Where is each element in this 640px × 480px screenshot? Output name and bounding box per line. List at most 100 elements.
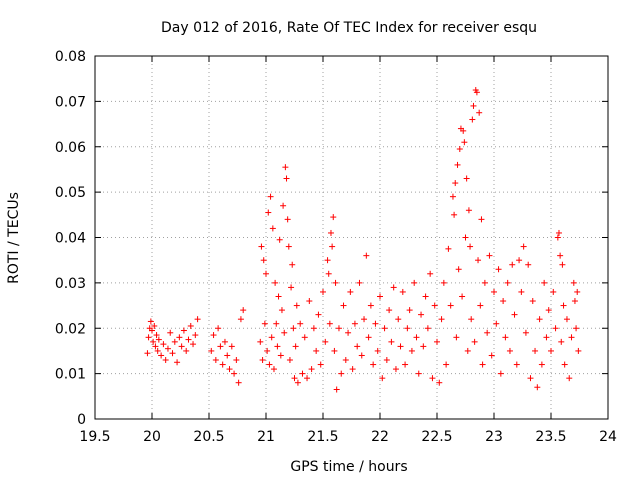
data-point bbox=[174, 359, 181, 366]
data-point bbox=[281, 329, 288, 336]
data-point bbox=[484, 329, 491, 336]
x-tick-label: 20.5 bbox=[193, 429, 224, 445]
data-point bbox=[192, 332, 199, 339]
data-point bbox=[145, 334, 152, 341]
data-point bbox=[290, 325, 297, 332]
data-point bbox=[171, 338, 178, 345]
data-point bbox=[509, 261, 516, 268]
data-point bbox=[322, 338, 329, 345]
y-tick-label: 0.08 bbox=[55, 49, 86, 65]
data-point bbox=[306, 298, 313, 305]
data-point bbox=[187, 322, 194, 329]
data-point bbox=[340, 302, 347, 309]
data-point bbox=[561, 361, 568, 368]
data-point bbox=[217, 343, 224, 350]
data-point bbox=[481, 279, 488, 286]
data-point bbox=[473, 89, 480, 96]
data-point bbox=[210, 332, 217, 339]
data-point bbox=[219, 361, 226, 368]
data-point bbox=[404, 325, 411, 332]
data-point bbox=[308, 366, 315, 373]
data-point bbox=[266, 361, 273, 368]
x-tick-label: 22.5 bbox=[421, 429, 452, 445]
data-point bbox=[559, 261, 566, 268]
data-point bbox=[574, 288, 581, 295]
data-point bbox=[326, 320, 333, 327]
data-point bbox=[289, 261, 296, 268]
data-point bbox=[541, 279, 548, 286]
data-point bbox=[447, 302, 454, 309]
data-point bbox=[152, 343, 159, 350]
data-point bbox=[534, 384, 541, 391]
data-point bbox=[552, 325, 559, 332]
data-point bbox=[324, 257, 331, 264]
data-point bbox=[154, 347, 161, 354]
data-point bbox=[497, 370, 504, 377]
data-point bbox=[257, 338, 264, 345]
data-point bbox=[558, 338, 565, 345]
data-point bbox=[477, 302, 484, 309]
data-point bbox=[259, 357, 266, 364]
x-tick-label: 22 bbox=[371, 429, 389, 445]
data-point bbox=[310, 325, 317, 332]
data-point bbox=[228, 343, 235, 350]
data-point bbox=[459, 293, 466, 300]
data-point bbox=[455, 266, 462, 273]
data-point bbox=[570, 279, 577, 286]
y-tick-label: 0.06 bbox=[55, 140, 86, 156]
data-point bbox=[269, 225, 276, 232]
data-point bbox=[317, 361, 324, 368]
data-point bbox=[301, 334, 308, 341]
data-point bbox=[476, 109, 483, 116]
data-point bbox=[356, 279, 363, 286]
data-point bbox=[527, 375, 534, 382]
data-point bbox=[208, 347, 215, 354]
data-point bbox=[415, 370, 422, 377]
data-point bbox=[443, 361, 450, 368]
x-tick-label: 24 bbox=[599, 429, 617, 445]
data-point bbox=[363, 252, 370, 259]
data-point bbox=[392, 366, 399, 373]
data-point bbox=[462, 234, 469, 241]
data-point bbox=[390, 284, 397, 291]
data-point bbox=[331, 347, 338, 354]
data-point bbox=[299, 370, 306, 377]
data-point bbox=[386, 307, 393, 314]
data-point bbox=[529, 298, 536, 305]
data-point bbox=[381, 325, 388, 332]
data-point bbox=[438, 316, 445, 323]
data-point bbox=[215, 325, 222, 332]
x-tick-label: 23.5 bbox=[535, 429, 566, 445]
data-point bbox=[383, 357, 390, 364]
data-point bbox=[411, 279, 418, 286]
data-point bbox=[264, 347, 271, 354]
data-point bbox=[520, 243, 527, 250]
data-point bbox=[235, 379, 242, 386]
data-point bbox=[422, 293, 429, 300]
x-tick-label: 20 bbox=[143, 429, 161, 445]
data-point bbox=[293, 302, 300, 309]
x-tick-label: 23 bbox=[485, 429, 503, 445]
data-point bbox=[406, 307, 413, 314]
axis-ticks bbox=[94, 55, 609, 420]
data-point bbox=[183, 347, 190, 354]
data-point bbox=[190, 341, 197, 348]
data-point bbox=[283, 175, 290, 182]
data-point bbox=[361, 316, 368, 323]
data-point bbox=[167, 329, 174, 336]
data-point bbox=[268, 334, 275, 341]
data-point bbox=[471, 338, 478, 345]
data-point bbox=[453, 334, 460, 341]
data-point bbox=[282, 164, 289, 171]
data-point bbox=[176, 334, 183, 341]
data-point bbox=[292, 343, 299, 350]
data-point bbox=[500, 298, 507, 305]
data-point bbox=[408, 347, 415, 354]
data-point bbox=[538, 361, 545, 368]
data-point bbox=[240, 307, 247, 314]
data-point bbox=[555, 229, 562, 236]
data-point bbox=[468, 316, 475, 323]
data-point bbox=[460, 127, 467, 134]
data-point bbox=[358, 352, 365, 359]
data-point bbox=[347, 288, 354, 295]
